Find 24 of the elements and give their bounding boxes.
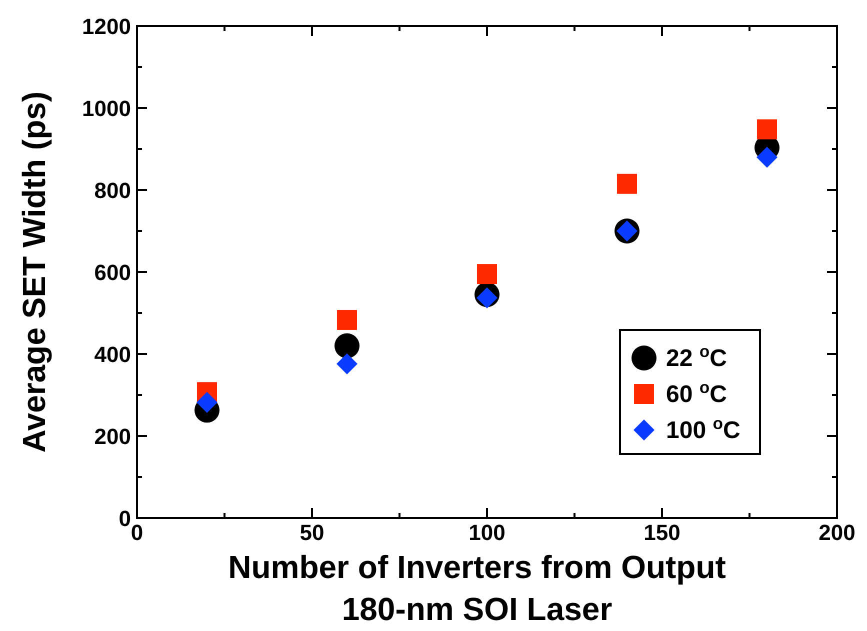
x-axis-title: Number of Inverters from Output — [228, 549, 726, 585]
text: 180-nm SOI Laser — [342, 591, 612, 627]
point — [196, 392, 218, 413]
x-tick-label: 200 — [818, 520, 856, 545]
point — [334, 333, 360, 358]
y-tick-label: 400 — [94, 342, 131, 367]
point — [617, 174, 637, 194]
point — [756, 146, 778, 168]
y-tick-label: 200 — [94, 424, 131, 449]
x-tick-label: 150 — [644, 520, 680, 545]
point — [757, 119, 777, 140]
x-tick-label: 50 — [300, 520, 324, 545]
y-tick-label: 1000 — [82, 96, 131, 121]
x-tick-label: 100 — [468, 520, 506, 545]
y-tick-label: 800 — [94, 178, 131, 203]
point — [336, 353, 358, 374]
legend-label: 100 $^{o}$C — [666, 414, 740, 444]
legend-label: 60 $^{o}$C — [666, 378, 727, 408]
y-tick-label: 1200 — [82, 14, 131, 39]
y-tick-label: 600 — [94, 260, 131, 285]
point — [337, 310, 357, 330]
point — [477, 264, 497, 284]
legend-label: 22 $^{o}$C — [666, 342, 727, 372]
y-axis-title: Average SET Width (ps) — [16, 91, 52, 453]
